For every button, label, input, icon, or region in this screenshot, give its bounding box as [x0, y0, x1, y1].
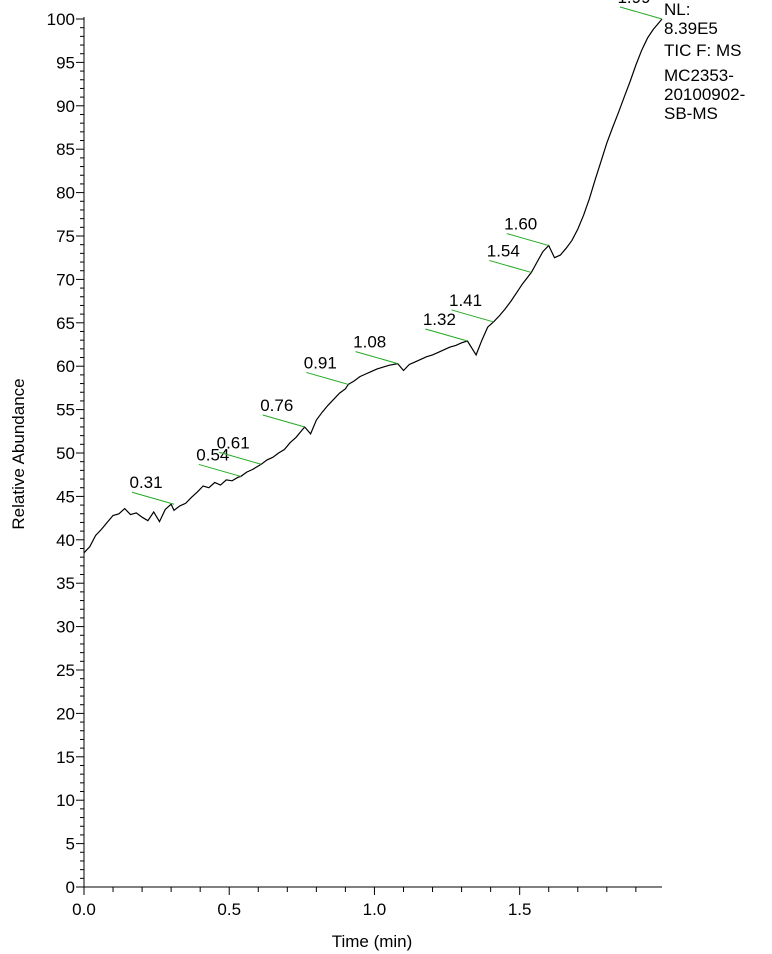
peak-label: 0.31	[129, 473, 162, 492]
peak-marker	[219, 451, 262, 465]
peak-label: 1.32	[423, 310, 456, 329]
peak-label: 0.76	[260, 396, 293, 415]
y-tick-label: 85	[56, 140, 75, 159]
y-tick-label: 30	[56, 618, 75, 637]
peak-marker	[425, 328, 468, 342]
peak-marker	[306, 371, 349, 385]
y-tick-label: 35	[56, 574, 75, 593]
y-tick-label: 20	[56, 704, 75, 723]
x-tick-label: 0.5	[217, 900, 241, 919]
file-name-line-1: MC2353-	[664, 66, 734, 85]
peak-labels: 0.31 0.540.61 0.76 0.91 1.08 1.321.41 1.54 1.60…	[129, 0, 663, 505]
y-tick-label: 25	[56, 661, 75, 680]
peak-marker	[489, 259, 532, 273]
x-axis: 0.0 0.5 1.0 1.5	[72, 886, 662, 919]
x-tick-label: 0.0	[72, 900, 96, 919]
y-tick-label: 75	[56, 227, 75, 246]
file-name-line-3: SB-MS	[664, 104, 718, 123]
y-tick-label: 70	[56, 270, 75, 289]
peak-marker	[198, 463, 241, 477]
peak-label: 0.54	[196, 445, 229, 464]
y-tick-label: 65	[56, 314, 75, 333]
y-tick-label: 95	[56, 53, 75, 72]
y-tick-label: 45	[56, 487, 75, 506]
y-tick-label: 50	[56, 444, 75, 463]
peak-label: 0.61	[217, 433, 250, 452]
y-axis-title: Relative Abundance	[9, 378, 28, 529]
y-tick-label: 80	[56, 184, 75, 203]
x-tick-label: 1.0	[363, 900, 387, 919]
y-tick-label: 0	[66, 878, 75, 897]
nl-value: 8.39E5	[664, 19, 718, 38]
y-tick-label: 55	[56, 401, 75, 420]
peak-marker	[355, 351, 398, 365]
peak-label: 1.60	[504, 215, 537, 234]
peak-marker	[262, 414, 305, 428]
peak-marker	[506, 233, 549, 247]
info-panel: NL: 8.39E5 TIC F: MS MC2353- 20100902- S…	[664, 0, 745, 123]
y-tick-label: 100	[47, 10, 75, 29]
peak-marker	[131, 491, 175, 505]
y-axis: 0 5 10 15 20 25 30 35 40 45 50 55 60 65 70 75 80 85 90 95 10…	[47, 10, 85, 897]
y-tick-label: 90	[56, 97, 75, 116]
y-tick-label: 15	[56, 748, 75, 767]
y-tick-label: 40	[56, 531, 75, 550]
peak-label: 1.99	[617, 0, 650, 7]
peak-label: 1.08	[353, 333, 386, 352]
peak-label: 0.91	[304, 353, 337, 372]
peak-label: 1.41	[449, 291, 482, 310]
peak-marker	[619, 6, 663, 20]
nl-label: NL:	[664, 0, 691, 19]
peak-label: 1.54	[487, 241, 520, 260]
x-axis-title: Time (min)	[332, 932, 413, 951]
peak-marker	[451, 309, 494, 323]
y-tick-label: 60	[56, 357, 75, 376]
file-name-line-2: 20100902-	[664, 85, 746, 104]
scan-filter: TIC F: MS	[664, 41, 742, 60]
x-tick-label: 1.5	[508, 900, 532, 919]
trace-layer	[83, 18, 663, 554]
y-tick-label: 10	[56, 791, 75, 810]
y-tick-label: 5	[66, 835, 75, 854]
tic-trace	[83, 18, 663, 554]
